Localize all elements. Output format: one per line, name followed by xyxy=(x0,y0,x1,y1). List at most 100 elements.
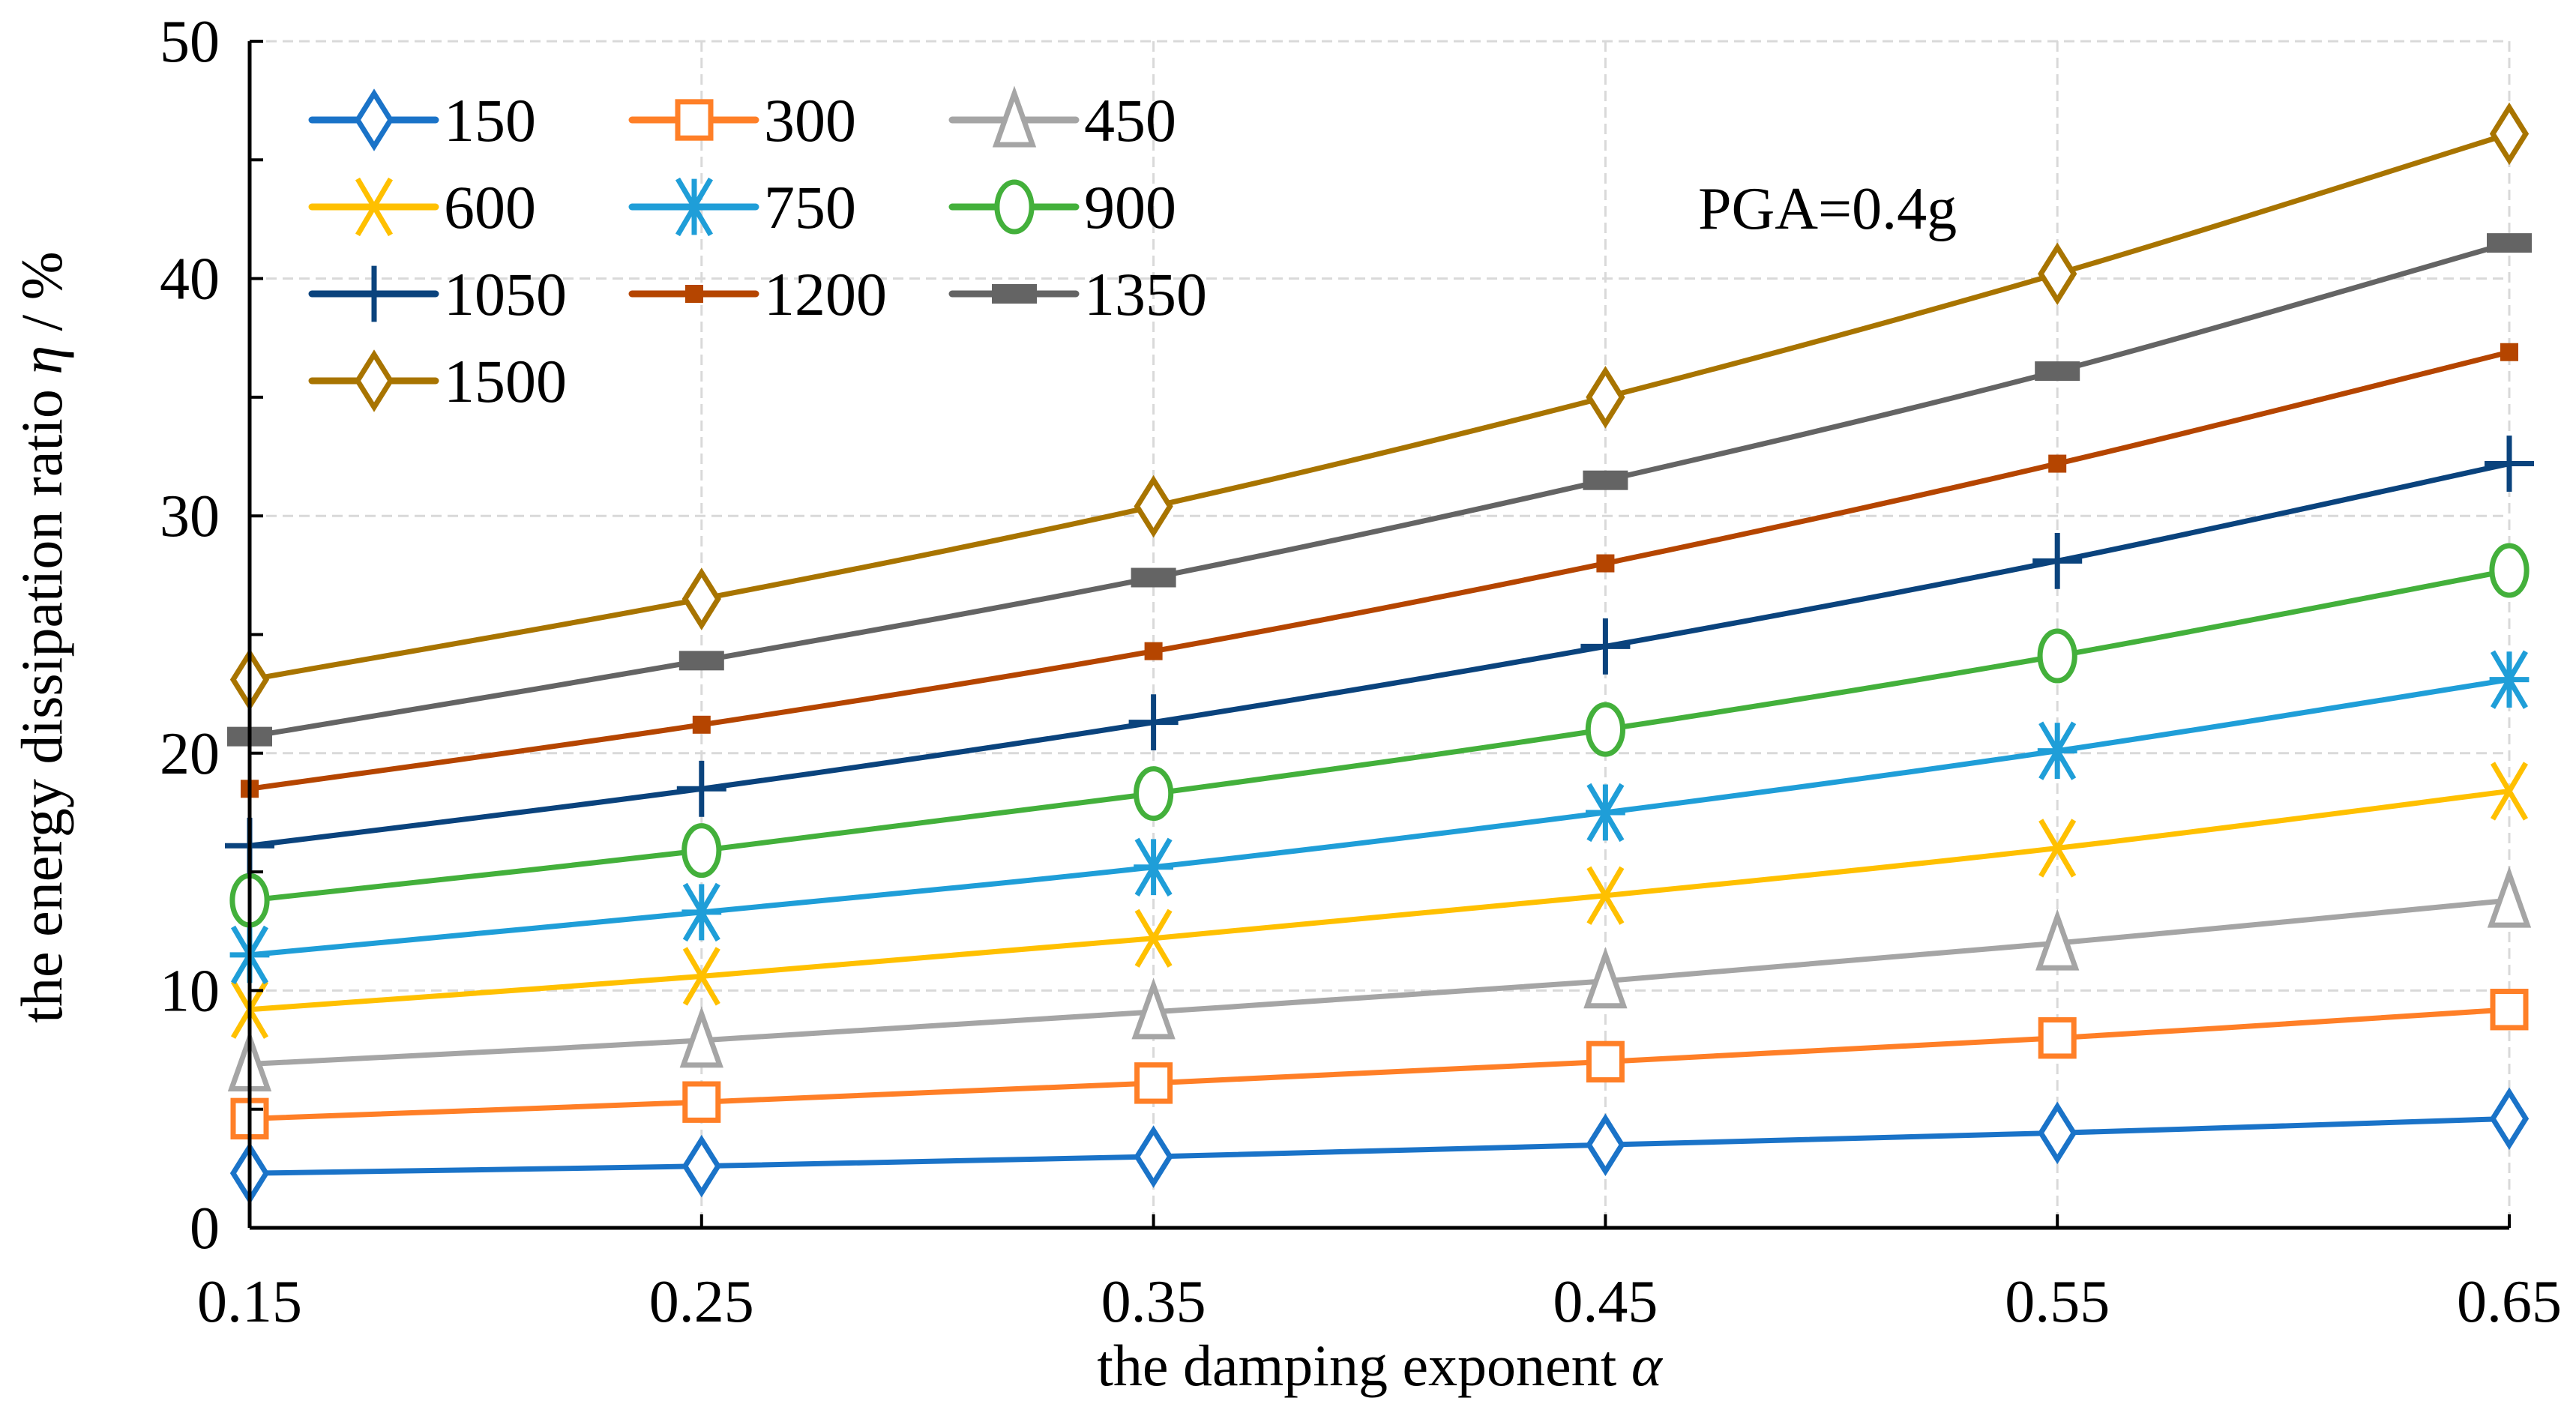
legend-label: 600 xyxy=(444,173,536,241)
x-axis-symbol: α xyxy=(1631,1333,1664,1398)
series-line-750 xyxy=(249,677,2510,958)
data-point-1500 xyxy=(1134,474,1173,538)
annotation-pga: PGA=0.4g xyxy=(1698,176,1957,242)
data-point-1350 xyxy=(1583,470,1628,490)
legend-label: 450 xyxy=(1084,86,1176,154)
legend-marker xyxy=(674,177,714,237)
data-point-600 xyxy=(1586,866,1625,925)
x-axis-title-text: the damping exponent xyxy=(1097,1333,1631,1398)
legend-item-1350: 1350 xyxy=(948,260,1207,328)
data-point-1050 xyxy=(2032,532,2083,589)
data-point-1200 xyxy=(1596,554,1615,573)
legend-item-1050: 1050 xyxy=(308,260,567,328)
data-point-1500 xyxy=(1586,366,1625,429)
legend-marker xyxy=(992,284,1037,304)
series-line-900 xyxy=(249,567,2510,903)
legend-marker xyxy=(354,349,394,412)
data-point-1350 xyxy=(2035,361,2080,382)
data-point-900 xyxy=(1134,766,1174,822)
legend-marker xyxy=(675,99,714,141)
data-point-1050 xyxy=(676,760,726,817)
y-tick-label: 50 xyxy=(160,9,220,75)
legend-label: 150 xyxy=(444,86,536,154)
series-line-1500 xyxy=(249,131,2511,683)
data-point-600 xyxy=(1134,909,1173,968)
legend-label: 750 xyxy=(764,173,856,241)
legend: 150 300 450 600 750 900 1050 1200 1350 1500 xyxy=(308,85,1207,415)
legend-item-600: 600 xyxy=(308,173,536,241)
data-point-750 xyxy=(1586,783,1625,843)
data-point-150 xyxy=(681,1134,721,1198)
data-point-1200 xyxy=(1144,642,1163,660)
x-tick-label: 0.55 xyxy=(2005,1269,2110,1335)
data-point-1500 xyxy=(681,567,721,630)
legend-item-1500: 1500 xyxy=(308,347,567,415)
series-line-450 xyxy=(249,897,2510,1067)
y-axis-title: the energy dissipation ratio η / % xyxy=(9,251,74,1022)
y-axis-title-text: the energy dissipation ratio xyxy=(9,375,74,1023)
data-point-150 xyxy=(2038,1101,2077,1165)
data-point-1050 xyxy=(2485,436,2534,492)
data-point-300 xyxy=(682,1081,721,1123)
data-point-900 xyxy=(2489,543,2530,598)
data-point-900 xyxy=(1585,702,1625,757)
data-point-150 xyxy=(2489,1087,2530,1151)
data-point-150 xyxy=(1586,1113,1625,1176)
data-point-450 xyxy=(1583,947,1628,1009)
data-point-1500 xyxy=(2489,102,2530,166)
data-point-1200 xyxy=(692,715,711,734)
x-tick-label: 0.45 xyxy=(1553,1269,1658,1335)
y-tick-label: 40 xyxy=(160,247,220,313)
data-point-300 xyxy=(2038,1017,2077,1059)
data-point-300 xyxy=(1586,1040,1625,1083)
legend-marker xyxy=(354,88,394,151)
x-tick-label: 0.35 xyxy=(1101,1269,1206,1335)
data-point-1350 xyxy=(2487,233,2532,253)
y-axis-symbol: η xyxy=(9,346,74,375)
grid xyxy=(250,40,2511,1228)
x-tick-label: 0.25 xyxy=(649,1269,754,1335)
axes: 0 10 20 30 40 50 0.15 0.25 0.35 0.45 0.55 0.65 xyxy=(160,9,2562,1335)
data-point-750 xyxy=(2037,721,2077,780)
data-point-900 xyxy=(681,823,722,879)
legend-item-750: 750 xyxy=(628,173,856,241)
data-point-450 xyxy=(2035,909,2080,971)
legend-item-450: 450 xyxy=(948,85,1176,154)
series-line-1350 xyxy=(249,240,2510,740)
data-point-600 xyxy=(2038,819,2077,878)
x-axis-title: the damping exponent α xyxy=(1097,1333,1664,1398)
y-axis-unit: / % xyxy=(9,251,74,346)
series-line-300 xyxy=(249,1007,2510,1121)
data-point-600 xyxy=(682,947,720,1006)
legend-item-1200: 1200 xyxy=(628,260,887,328)
series-line-600 xyxy=(249,788,2510,1013)
legend-marker xyxy=(355,177,394,237)
legend-label: 1050 xyxy=(444,260,567,328)
series-line-150 xyxy=(249,1115,2510,1176)
series-line-1050 xyxy=(249,461,2510,849)
data-point-750 xyxy=(681,882,722,942)
data-point-1050 xyxy=(1128,694,1179,751)
legend-marker xyxy=(992,85,1037,148)
data-point-1350 xyxy=(678,651,724,671)
series-lines xyxy=(225,102,2534,1205)
data-point-750 xyxy=(2489,650,2530,709)
y-tick-label: 20 xyxy=(160,721,220,787)
series-line-1200 xyxy=(249,349,2510,792)
y-tick-label: 30 xyxy=(160,483,220,549)
legend-label: 1350 xyxy=(1084,260,1207,328)
legend-marker xyxy=(349,265,399,322)
data-point-1050 xyxy=(1580,618,1631,675)
data-point-450 xyxy=(679,1006,723,1068)
data-point-750 xyxy=(1134,837,1173,897)
x-tick-label: 0.15 xyxy=(197,1269,302,1335)
y-tick-label: 0 xyxy=(190,1196,220,1262)
legend-label: 1500 xyxy=(444,347,567,415)
legend-label: 300 xyxy=(764,86,856,154)
data-point-900 xyxy=(2037,628,2077,684)
data-point-1200 xyxy=(2500,343,2518,361)
data-point-450 xyxy=(1131,977,1176,1040)
data-point-1200 xyxy=(2048,454,2067,473)
legend-item-900: 900 xyxy=(948,173,1176,241)
